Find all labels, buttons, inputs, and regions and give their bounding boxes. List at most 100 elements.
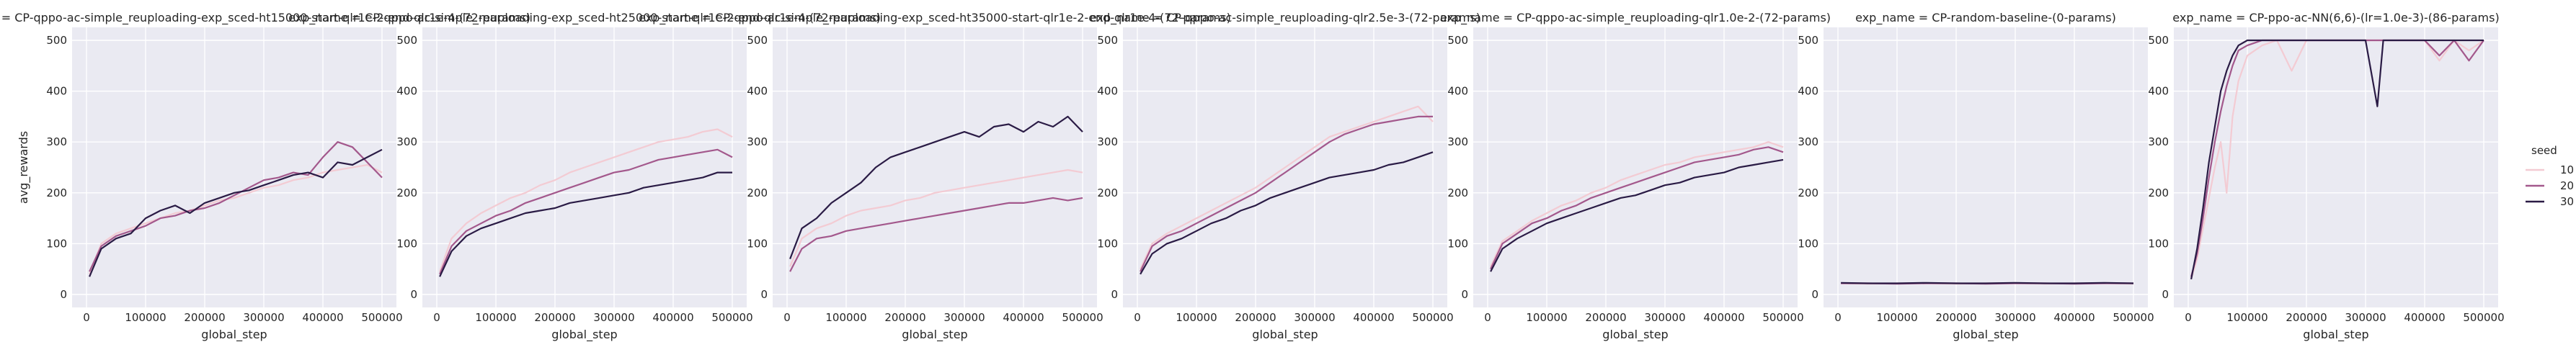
chart-panel-7: 0 100000 200000 300000 400000 500000 0 100 200 30… [2148,11,2504,342]
legend-item-seed-10: 10 [2526,163,2574,176]
legend-item-seed-20: 20 [2526,179,2574,192]
legend-item-seed-30: 30 [2526,195,2574,208]
panel-title: exp_name = CP-qppo-ac-simple_reuploading… [288,11,881,25]
panel-title: exp_name = CP-random-baseline-(0-params) [1855,11,2116,25]
x-axis-label: global_step [902,328,967,342]
plot-area [1473,27,1798,307]
y-tick-label: 100 [747,237,768,250]
series-line-seed-10 [89,163,383,275]
legend-label: 20 [2560,179,2574,192]
y-tick-label: 0 [1111,288,1118,301]
x-tick-label: 500000 [711,311,752,324]
legend-items: 10 20 30 [2526,163,2574,208]
x-tick-label: 500000 [1762,311,1803,324]
x-tick-label: 300000 [1644,311,1685,324]
y-tick-label: 200 [396,186,417,199]
series-line-seed-30 [89,148,383,277]
series-line-seed-10 [1490,141,1784,267]
y-tick-label: 100 [2148,237,2169,250]
x-tick-label: 400000 [302,311,343,324]
x-tick-label: 100000 [1876,311,1917,324]
x-tick-label: 400000 [1353,311,1394,324]
y-tick-label: 100 [396,237,417,250]
panel-title: exp_name = CP-qppo-ac-simple_reuploading… [0,11,530,25]
series-line-seed-10 [1140,105,1434,270]
plot-area [773,27,1097,307]
y-tick-label: 0 [760,288,768,301]
x-tick-label: 200000 [1235,311,1276,324]
y-tick-label: 500 [747,34,768,47]
x-tick-label: 100000 [1526,311,1567,324]
panel-title: exp_name = CP-qppo-ac-simple_reuploading… [639,11,1231,25]
y-tick-label: 0 [2162,288,2169,301]
x-axis-label: global_step [1953,328,2018,342]
y-tick-label: 400 [396,85,417,98]
x-tick-label: 400000 [2404,311,2445,324]
chart-panel-6: 0 100000 200000 300000 400000 500000 0 100 200 30… [1798,11,2154,342]
x-tick-label: 300000 [593,311,634,324]
plot-area [72,27,396,307]
series-line-seed-20 [439,148,733,275]
plot-area [2174,27,2498,307]
y-tick-label: 300 [46,135,67,148]
y-tick-label: 500 [396,34,417,47]
x-tick-label: 500000 [2463,311,2504,324]
legend-label: 30 [2560,195,2574,208]
series-line-seed-10 [439,128,733,272]
x-tick-label: 200000 [1935,311,1976,324]
chart-panel-2: 0 100000 200000 300000 400000 500000 0 100 200 30… [288,11,881,342]
y-tick-label: 200 [1097,186,1118,199]
series-line-seed-30 [1490,158,1784,272]
y-tick-label: 200 [1447,186,1468,199]
x-axis-label: global_step [1602,328,1668,342]
x-tick-label: 300000 [2345,311,2386,324]
y-tick-label: 300 [1447,135,1468,148]
x-tick-label: 0 [83,311,90,324]
y-tick-label: 100 [1798,237,1818,250]
y-tick-label: 400 [2148,85,2169,98]
chart-panel-4: 0 100000 200000 300000 400000 500000 0 100 200 30… [1090,11,1480,342]
x-tick-label: 100000 [2226,311,2268,324]
x-tick-label: 100000 [825,311,866,324]
series-line-seed-30 [439,171,732,277]
x-tick-label: 300000 [943,311,985,324]
x-tick-label: 200000 [184,311,225,324]
series-line-seed-30 [2190,39,2484,280]
y-tick-label: 200 [1798,186,1818,199]
series-line-seed-30 [1841,282,2134,284]
x-tick-label: 100000 [125,311,166,324]
series-line-seed-30 [789,115,1083,259]
y-tick-label: 300 [1798,135,1818,148]
y-tick-label: 100 [46,237,67,250]
x-tick-label: 500000 [1412,311,1453,324]
series-line-seed-10 [789,168,1083,267]
x-tick-label: 200000 [534,311,575,324]
series-line-seed-20 [789,197,1083,272]
series-line-seed-20 [1490,146,1784,270]
x-axis-label: global_step [201,328,267,342]
x-tick-label: 0 [1834,311,1842,324]
y-tick-label: 300 [1097,135,1118,148]
x-tick-label: 400000 [2053,311,2095,324]
y-tick-label: 0 [1811,288,1818,301]
x-tick-label: 400000 [1703,311,1744,324]
x-tick-label: 300000 [243,311,284,324]
x-tick-label: 0 [1484,311,1491,324]
y-tick-label: 0 [1461,288,1468,301]
y-tick-label: 500 [1097,34,1118,47]
x-tick-label: 400000 [652,311,693,324]
panel-title: exp_name = CP-qppo-ac-simple_reuploading… [1090,11,1480,25]
chart-panel-3: 0 100000 200000 300000 400000 500000 0 100 200 30… [639,11,1231,342]
x-tick-label: 300000 [1994,311,2035,324]
x-tick-label: 0 [2185,311,2192,324]
x-axis-label: global_step [2303,328,2368,342]
x-tick-label: 0 [433,311,440,324]
y-tick-label: 200 [2148,186,2169,199]
x-tick-label: 300000 [1294,311,1335,324]
chart-panel-1: 0 100000 200000 300000 400000 500000 0 100 200 30… [0,11,530,342]
x-tick-label: 500000 [2113,311,2154,324]
y-tick-label: 100 [1097,237,1118,250]
y-axis-label: avg_rewards [17,131,31,204]
chart-panels: 0 100000 200000 300000 400000 500000010020030… [0,11,2505,342]
